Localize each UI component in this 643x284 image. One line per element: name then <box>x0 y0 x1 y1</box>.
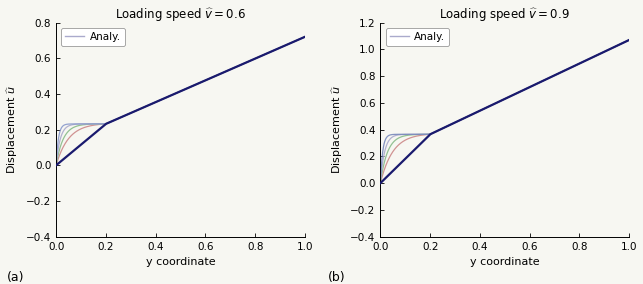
Title: Loading speed $\widehat{v} = 0.9$: Loading speed $\widehat{v} = 0.9$ <box>439 6 570 22</box>
Y-axis label: Displacement $\widehat{u}$: Displacement $\widehat{u}$ <box>6 85 21 174</box>
Text: (b): (b) <box>328 271 345 284</box>
X-axis label: y coordinate: y coordinate <box>470 257 539 267</box>
Title: Loading speed $\widehat{v} = 0.6$: Loading speed $\widehat{v} = 0.6$ <box>115 6 246 22</box>
Legend: Analy.: Analy. <box>386 28 449 46</box>
Text: (a): (a) <box>6 271 24 284</box>
X-axis label: y coordinate: y coordinate <box>146 257 215 267</box>
Y-axis label: Displacement $\widehat{u}$: Displacement $\widehat{u}$ <box>330 85 345 174</box>
Legend: Analy.: Analy. <box>61 28 125 46</box>
